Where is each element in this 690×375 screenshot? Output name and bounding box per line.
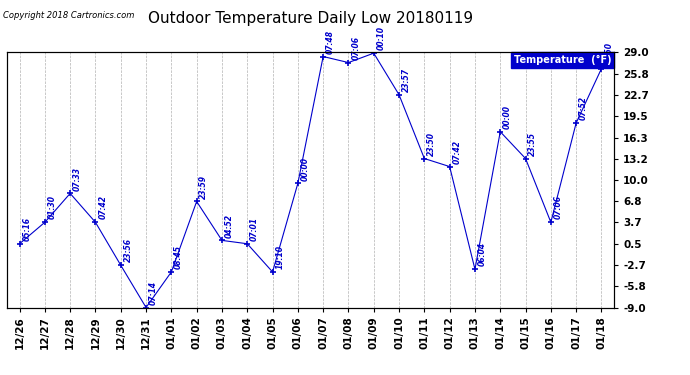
- Text: 23:56: 23:56: [124, 238, 132, 262]
- Text: 00:00: 00:00: [503, 105, 512, 129]
- Text: 23:50: 23:50: [427, 132, 436, 156]
- Text: 07:33: 07:33: [73, 166, 82, 190]
- Text: 07:42: 07:42: [98, 195, 107, 219]
- Text: 19:10: 19:10: [275, 245, 284, 269]
- Text: Outdoor Temperature Daily Low 20180119: Outdoor Temperature Daily Low 20180119: [148, 11, 473, 26]
- Text: 23:55: 23:55: [529, 132, 538, 156]
- Text: 07:42: 07:42: [453, 140, 462, 164]
- Text: 07:06: 07:06: [553, 195, 562, 219]
- Text: 23:57: 23:57: [402, 68, 411, 92]
- Text: 05:50: 05:50: [604, 42, 613, 66]
- Text: Temperature  (°F): Temperature (°F): [513, 55, 611, 65]
- Text: Copyright 2018 Cartronics.com: Copyright 2018 Cartronics.com: [3, 11, 135, 20]
- Text: 07:48: 07:48: [326, 30, 335, 54]
- Text: 00:00: 00:00: [301, 157, 310, 181]
- Text: 00:10: 00:10: [377, 26, 386, 50]
- Text: 07:06: 07:06: [351, 36, 360, 60]
- Text: 05:16: 05:16: [22, 217, 31, 241]
- Text: 07:14: 07:14: [149, 281, 158, 305]
- Text: 06:04: 06:04: [477, 243, 486, 267]
- Text: 23:59: 23:59: [199, 175, 208, 199]
- Text: 01:30: 01:30: [48, 195, 57, 219]
- Text: 08:45: 08:45: [174, 245, 183, 269]
- Text: 07:01: 07:01: [250, 217, 259, 241]
- Text: 04:52: 04:52: [225, 214, 234, 238]
- Text: 07:52: 07:52: [579, 96, 588, 120]
